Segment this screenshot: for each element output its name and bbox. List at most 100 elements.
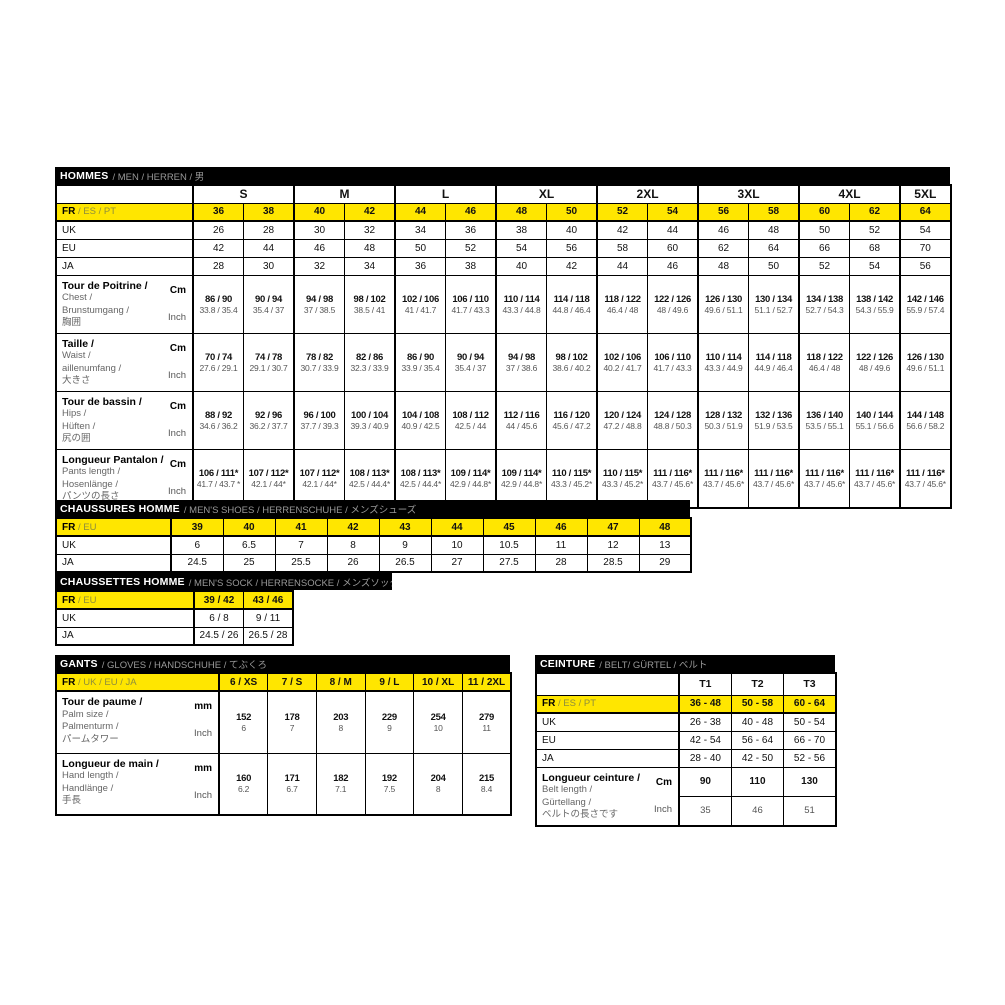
conversion-cell: 56 [546,238,598,258]
conversion-cell: 28 [534,553,588,573]
label-line: Pants length / [62,466,121,477]
conversion-cell: 54 [899,220,952,240]
inch-value: 27.6 / 29.1 [199,362,238,373]
metric-value: 108 / 113* [400,467,441,479]
unit-bottom-label: Inch [194,728,212,739]
metric-value: 109 / 114* [450,467,491,479]
size-cell: 52 [596,202,649,222]
inch-value: 48 / 49.6 [858,362,891,373]
metric-value: 100 / 104 [351,409,388,421]
cm-value: 130 [783,766,837,797]
metric-value: 74 / 78 [255,351,282,363]
value-cell: 107 / 112* 42.1 / 44* [243,448,295,508]
size-group-label: L [394,184,497,204]
inch-value: 48.8 / 50.3 [653,420,692,431]
conversion-cell: 26.5 [378,553,432,573]
conversion-cell: 11 [534,535,588,555]
metric-value: 279 [479,711,494,723]
inch-value: 46.4 / 48 [808,362,841,373]
value-cell: 111 / 116* 43.7 / 45.6* [647,448,699,508]
label-line: Tour de bassin / [62,395,142,408]
conversion-cell: 32 [344,220,396,240]
unit-top-label: Cm [169,458,186,470]
corner-cell [535,672,680,696]
inch-value: 6 [241,722,246,733]
metric-value: 86 / 90 [407,351,434,363]
metric-value: 98 / 102 [555,351,588,363]
inch-value: 38.5 / 41 [353,304,386,315]
conversion-cell: 44 [647,220,699,240]
metric-value: 102 / 106 [604,351,641,363]
unit-column: Cm Inch [654,772,672,822]
conversion-cell: 62 [697,238,750,258]
size-cell: 43 / 46 [243,590,294,610]
cm-value: 110 [730,766,785,797]
unit-top-label: mm [194,701,212,712]
size-cell: 10 / XL [413,672,463,692]
inch-value: 39.3 / 40.9 [350,420,389,431]
size-cell: 40 [222,517,276,537]
table-subtitle: / MEN / HERREN / 男 [112,171,205,183]
unit-top-label: Cm [169,342,186,354]
gloves-table: GANTS / GLOVES / HANDSCHUHE / てぶくろ FR / … [55,655,513,816]
measurement-label-lines: Tour de bassin / Hips / Hüften / 尻の囲 [62,396,142,446]
metric-value: 111 / 116* [855,467,894,479]
size-cell: 39 / 42 [193,590,244,610]
value-cell: 109 / 114* 42.9 / 44.8* [495,448,548,508]
value-cell: 130 / 134 51.1 / 52.7 [748,274,800,334]
conversion-cell: 40 [495,256,548,276]
inch-value: 8.4 [480,784,493,795]
conversion-cell: 52 [445,238,497,258]
value-cell: 106 / 111* 41.7 / 43.7 * [192,448,244,508]
row-label-bold: FR [62,521,76,533]
row-label-bold: FR [62,206,76,218]
conversion-cell: 38 [445,256,497,276]
conversion-cell: 13 [638,535,692,555]
fr-row-label: FR / UK / EU / JA [55,672,220,692]
metric-value: 111 / 116* [653,467,692,479]
size-cell: 54 [647,202,699,222]
inch-value: 56.6 / 58.2 [906,420,945,431]
belt-size-header: T3 [783,672,837,696]
value-cell: 86 / 90 33.9 / 35.4 [394,332,447,392]
value-cell: 122 / 126 48 / 49.6 [849,332,901,392]
table-title: GANTS [60,657,98,670]
size-cell: 45 [482,517,536,537]
inch-value: 40.9 / 42.5 [401,420,440,431]
value-cell: 171 6.7 [267,752,317,816]
value-cell: 111 / 116* 43.7 / 45.6* [899,448,952,508]
size-group-label: S [191,184,295,204]
metric-value: 128 / 132 [705,409,742,421]
inch-value: 8 [338,722,343,733]
conversion-cell: 25.5 [274,553,328,573]
row-label: UK [55,535,172,555]
inch-value: 41.7 / 43.7 * [196,478,241,489]
size-cell: 40 [293,202,346,222]
value-cell: 114 / 118 44.9 / 46.4 [748,332,800,392]
conversion-cell: 24.5 / 26 [193,626,244,646]
value-cell: 96 / 100 37.7 / 39.3 [293,390,346,450]
value-cell: 102 / 106 41 / 41.7 [394,274,447,334]
size-cell: 60 - 64 [783,694,837,714]
size-group-label: 5XL [899,184,952,204]
inch-value: 9 [387,722,392,733]
inch-value: 41.7 / 43.3 [653,362,692,373]
metric-value: 142 / 146 [906,293,944,305]
size-cell: 43 [378,517,432,537]
label-line: 手長 [62,795,82,806]
value-cell: 118 / 122 46.4 / 48 [596,274,649,334]
row-label: JA [55,626,195,646]
label-line: ベルトの長さです [542,809,619,820]
measurement-label-lines: Taille / Waist / aillenumfang / 大きさ [62,338,121,388]
conversion-cell: 64 [748,238,800,258]
table-title: CHAUSSURES HOMME [60,502,180,515]
conversion-cell: 9 / 11 [243,608,294,628]
conversion-cell: 36 [394,256,447,276]
inch-value: 41.7 / 43.3 [451,304,490,315]
value-cell: 182 7.1 [315,752,366,816]
measurement-label: Tour de Poitrine / Chest / Brunstumgang / 胸… [55,274,194,334]
conversion-cell: 52 [798,256,851,276]
conversion-cell: 27.5 [482,553,536,573]
conversion-cell: 48 [748,220,800,240]
